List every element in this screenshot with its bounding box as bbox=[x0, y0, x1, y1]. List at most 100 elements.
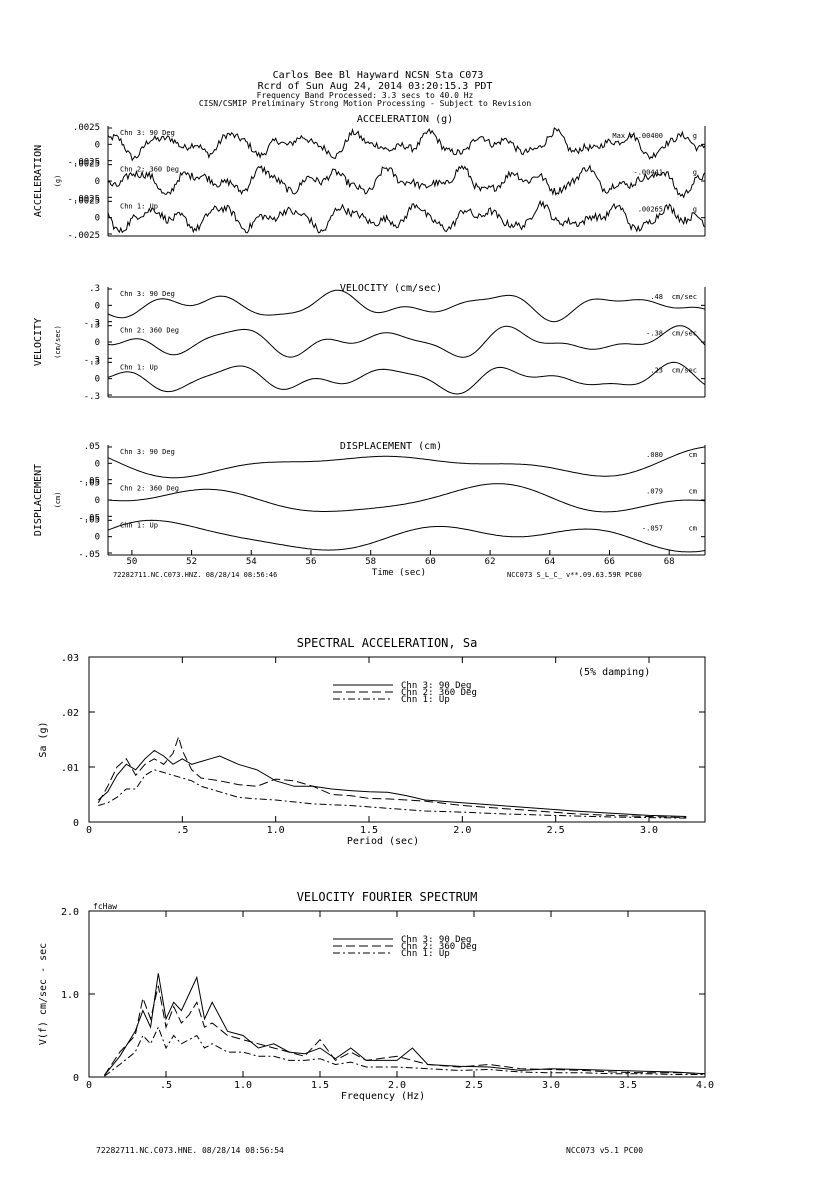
disp-panel: DISPLACEMENT (cm) DISPLACEMENT (cm) .05 0 -.0… bbox=[33, 441, 706, 560]
amp-max-label: .0025 bbox=[73, 160, 100, 170]
amp-zero-label: 0 bbox=[95, 496, 100, 506]
amp-zero-label: 0 bbox=[95, 214, 100, 224]
peak-unit: g bbox=[693, 169, 697, 177]
waveform-trace bbox=[107, 483, 706, 513]
channel-label: Chn 2: 360 Deg bbox=[120, 485, 179, 493]
amp-zero-label: 0 bbox=[95, 177, 100, 187]
amp-zero-label: 0 bbox=[95, 140, 100, 150]
vel-panel: VELOCITY (cm/sec) VELOCITY (cm/sec) .3 0 -.3 C… bbox=[33, 283, 706, 402]
channel-label: Chn 3: 90 Deg bbox=[120, 129, 175, 137]
peak-value: .48 bbox=[650, 293, 663, 301]
peak-unit: g bbox=[693, 132, 697, 140]
y-tick-label: .02 bbox=[61, 708, 79, 719]
series-line-3 bbox=[98, 769, 687, 819]
channel-label: Chn 2: 360 Deg bbox=[120, 327, 179, 335]
time-tick-label: 52 bbox=[186, 557, 197, 567]
x-tick-label: 2.5 bbox=[547, 825, 565, 836]
peak-unit: cm/sec bbox=[672, 293, 697, 301]
amp-max-label: .3 bbox=[89, 357, 100, 367]
peak-unit: cm bbox=[689, 524, 697, 532]
time-tick-label: 68 bbox=[664, 557, 675, 567]
disp-side-units: (cm) bbox=[54, 492, 62, 509]
acc-side-label: ACCELERATION bbox=[33, 145, 44, 217]
time-tick-label: 66 bbox=[604, 557, 615, 567]
time-tick-label: 58 bbox=[365, 557, 376, 567]
x-tick-label: 0 bbox=[86, 825, 92, 836]
peak-value: .079 bbox=[646, 488, 663, 496]
x-tick-label: .5 bbox=[160, 1080, 172, 1091]
x-tick-label: 0 bbox=[86, 1080, 92, 1091]
y-tick-label: .03 bbox=[61, 653, 79, 664]
x-tick-label: 1.5 bbox=[311, 1080, 329, 1091]
peak-unit: cm/sec bbox=[672, 330, 697, 338]
processing-note: CISN/CSMIP Preliminary Strong Motion Pro… bbox=[199, 99, 532, 108]
footer-top-right: NCC073 S_L_C_ v**.09.63.59R PC00 bbox=[507, 571, 642, 579]
channel-label: Chn 1: Up bbox=[120, 363, 158, 371]
x-tick-label: 2.5 bbox=[465, 1080, 483, 1091]
amp-min-label: -.3 bbox=[84, 355, 100, 365]
disp-side-label: DISPLACEMENT bbox=[33, 464, 44, 536]
amp-min-label: -.05 bbox=[78, 550, 100, 560]
legend-entry: Chn 2: 360 Deg bbox=[401, 942, 477, 952]
amp-max-label: .05 bbox=[84, 479, 100, 489]
amp-max-label: .0025 bbox=[73, 196, 100, 206]
station-title: Carlos Bee Bl Hayward NCSN Sta C073 bbox=[273, 70, 484, 81]
waveform-trace bbox=[107, 164, 706, 199]
time-tick-label: 60 bbox=[425, 557, 436, 567]
amp-min-label: -.05 bbox=[78, 477, 100, 487]
chart-title: VELOCITY FOURIER SPECTRUM bbox=[297, 890, 478, 904]
peak-unit: cm bbox=[689, 488, 697, 496]
disp-title: DISPLACEMENT (cm) bbox=[340, 441, 442, 452]
x-tick-label: 3.0 bbox=[640, 825, 658, 836]
peak-value: .23 bbox=[650, 366, 663, 374]
acc-title: ACCELERATION (g) bbox=[357, 114, 453, 125]
acc-panel: ACCELERATION (g) ACCELERATION (g) .0025 0 -.0… bbox=[33, 114, 706, 241]
peak-unit: g bbox=[693, 205, 697, 213]
peak-value: .00265 bbox=[638, 205, 663, 213]
amp-max-label: .05 bbox=[84, 515, 100, 525]
waveform-trace bbox=[107, 127, 706, 162]
time-tick-label: 64 bbox=[544, 557, 555, 567]
legend-entry: Chn 3: 90 Deg bbox=[401, 681, 471, 691]
vel-side-label: VELOCITY bbox=[33, 318, 44, 366]
peak-value: Max = .00400 bbox=[612, 132, 663, 140]
y-axis-label: V(f) cm/sec - sec bbox=[38, 943, 49, 1045]
amp-zero-label: 0 bbox=[95, 338, 100, 348]
channel-label: Chn 2: 360 Deg bbox=[120, 166, 179, 174]
y-tick-label: 2.0 bbox=[61, 907, 79, 918]
x-tick-label: 2.0 bbox=[388, 1080, 406, 1091]
x-tick-label: 4.0 bbox=[696, 1080, 714, 1091]
amp-max-label: .05 bbox=[84, 442, 100, 452]
waveform-trace bbox=[107, 519, 706, 553]
y-tick-label: 0 bbox=[73, 1073, 79, 1084]
peak-value: -.38 bbox=[646, 330, 663, 338]
channel-label: Chn 3: 90 Deg bbox=[120, 448, 175, 456]
peak-value: -.00441 bbox=[633, 169, 663, 177]
amp-max-label: .3 bbox=[89, 284, 100, 294]
time-axis-label: Time (sec) bbox=[372, 568, 426, 578]
spectral-acceleration-chart: SPECTRAL ACCELERATION, Sa Period (sec) Sa … bbox=[38, 636, 706, 847]
plot-frame bbox=[88, 910, 706, 1078]
amp-max-label: .0025 bbox=[73, 123, 100, 133]
peak-value: .080 bbox=[646, 451, 663, 459]
amp-min-label: -.05 bbox=[78, 513, 100, 523]
peak-unit: cm/sec bbox=[672, 366, 697, 374]
footer-bottom-left: 72282711.NC.C073.HNE. 08/28/14 08:56:54 bbox=[96, 1146, 284, 1155]
x-tick-label: 2.0 bbox=[453, 825, 471, 836]
amp-min-label: -.3 bbox=[84, 392, 100, 402]
amp-min-label: -.0025 bbox=[67, 194, 100, 204]
footer-bottom-right: NCC073 v5.1 PC00 bbox=[566, 1146, 643, 1155]
amp-zero-label: 0 bbox=[95, 533, 100, 543]
x-tick-label: 1.0 bbox=[234, 1080, 252, 1091]
x-tick-label: 3.0 bbox=[542, 1080, 560, 1091]
x-tick-label: .5 bbox=[176, 825, 188, 836]
vel-side-units: (cm/sec) bbox=[54, 325, 62, 359]
legend-entry: Chn 1: Up bbox=[401, 949, 450, 959]
damping-annotation: (5% damping) bbox=[578, 667, 650, 678]
peak-unit: cm bbox=[689, 451, 697, 459]
time-tick-label: 54 bbox=[246, 557, 257, 567]
time-tick-label: 62 bbox=[485, 557, 496, 567]
x-tick-label: 1.5 bbox=[360, 825, 378, 836]
velocity-fourier-spectrum-chart: VELOCITY FOURIER SPECTRUM Frequency (Hz) V… bbox=[38, 890, 714, 1102]
